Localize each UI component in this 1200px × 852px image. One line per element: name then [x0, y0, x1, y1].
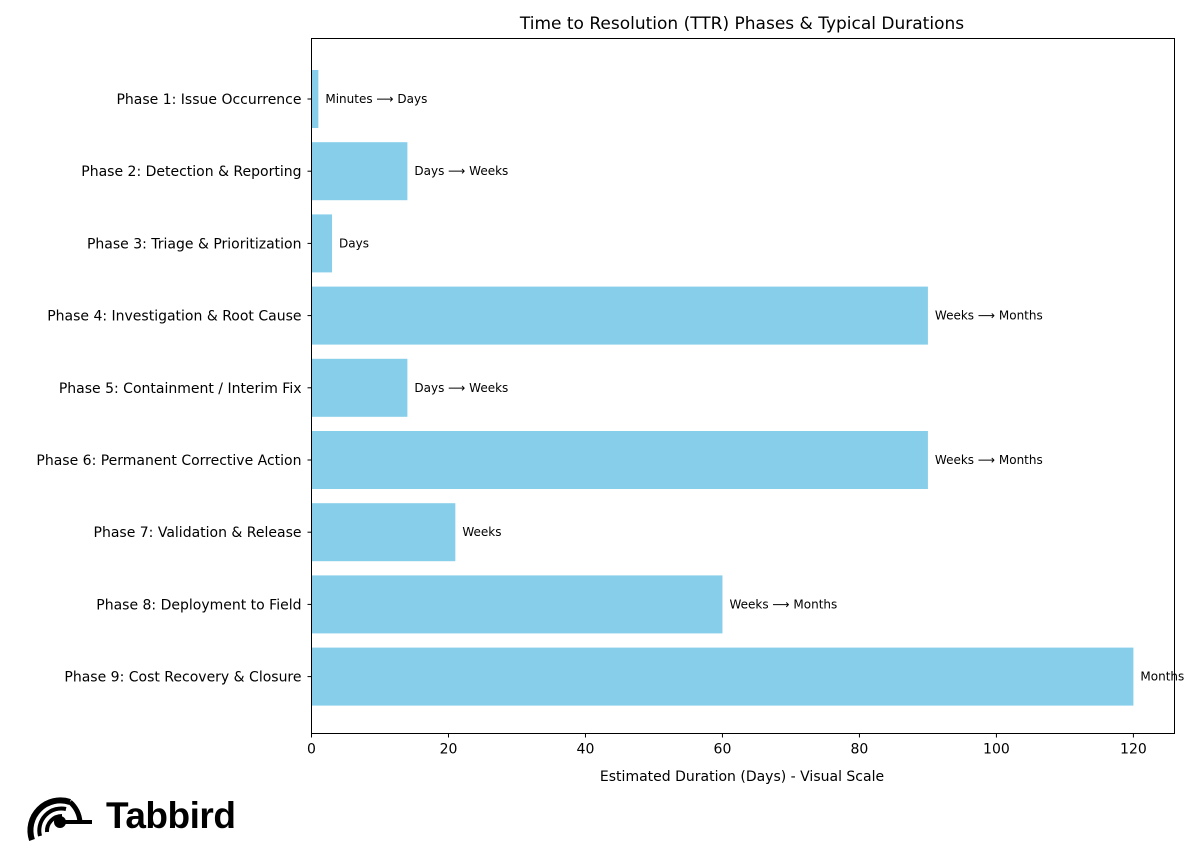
x-tick-label: 0: [307, 742, 316, 758]
x-tick-label: 40: [577, 742, 595, 758]
bar: [311, 214, 333, 273]
bar-annotation: Days ⟶ Weeks: [414, 381, 508, 395]
bar: [311, 142, 408, 201]
x-tick-label: 100: [983, 742, 1010, 758]
bar-annotation: Days ⟶ Weeks: [414, 164, 508, 178]
bar-annotation: Months: [1140, 670, 1184, 684]
bar-annotation: Weeks: [462, 525, 501, 539]
tabbird-logo-text: Tabbird: [106, 795, 236, 836]
bar-annotation: Weeks ⟶ Months: [935, 453, 1043, 467]
bar-annotation: Weeks ⟶ Months: [935, 309, 1043, 323]
x-axis-label: Estimated Duration (Days) - Visual Scale: [600, 769, 884, 785]
bar-annotation: Days: [339, 236, 369, 250]
y-tick-label: Phase 2: Detection & Reporting: [81, 164, 301, 180]
y-tick-label: Phase 3: Triage & Prioritization: [87, 236, 302, 252]
x-tick-label: 20: [440, 742, 458, 758]
y-tick-label: Phase 5: Containment / Interim Fix: [59, 381, 302, 397]
x-tick-label: 80: [851, 742, 869, 758]
x-tick-label: 60: [714, 742, 732, 758]
y-tick-label: Phase 7: Validation & Release: [94, 525, 302, 541]
bar: [311, 358, 408, 417]
y-tick-label: Phase 9: Cost Recovery & Closure: [64, 670, 301, 686]
y-tick-label: Phase 1: Issue Occurrence: [116, 92, 301, 108]
tabbird-logo: Tabbird: [26, 790, 236, 842]
y-tick-label: Phase 6: Permanent Corrective Action: [36, 453, 301, 469]
y-tick-label: Phase 8: Deployment to Field: [96, 597, 301, 613]
y-tick-label: Phase 4: Investigation & Root Cause: [47, 309, 301, 325]
bar: [311, 431, 928, 489]
chart-title: Time to Resolution (TTR) Phases & Typica…: [519, 14, 964, 34]
bar-annotation: Minutes ⟶ Days: [325, 92, 427, 106]
tabbird-logo-icon: [27, 797, 92, 841]
bar: [311, 575, 723, 634]
axes-group: Phase 1: Issue Occurrence Phase 2: Detect…: [36, 92, 1146, 758]
bar: [311, 70, 319, 128]
plot-frame: [311, 38, 1175, 734]
bar: [311, 647, 1134, 706]
x-tick-label: 120: [1120, 742, 1147, 758]
bar: [311, 503, 456, 562]
bar-annotation: Weeks ⟶ Months: [729, 597, 837, 611]
bars-group: Minutes ⟶ Days Days ⟶ Weeks Days Weeks ⟶ Mo…: [311, 70, 1184, 706]
bar: [311, 286, 928, 345]
